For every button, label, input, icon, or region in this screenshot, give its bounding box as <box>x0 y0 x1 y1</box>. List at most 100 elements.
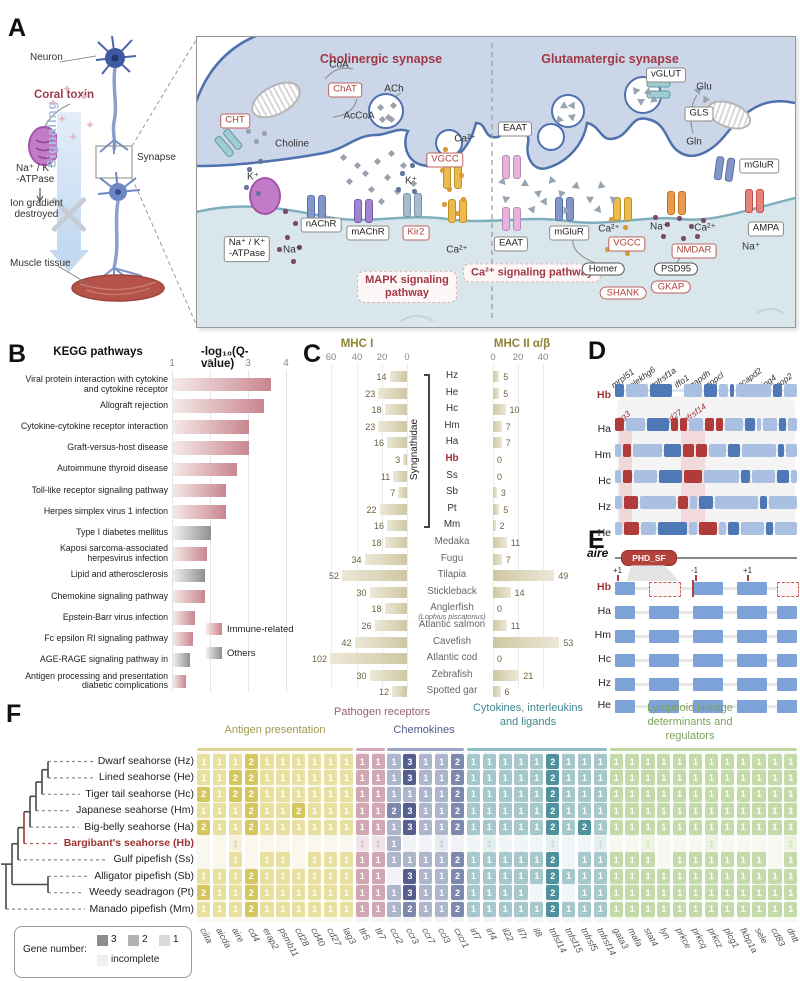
axis-gridline <box>407 364 408 690</box>
gene-count-cell: 1 <box>387 819 401 835</box>
species-name: He <box>445 386 459 398</box>
ion-dot-icon <box>677 216 682 221</box>
mhc1-bar <box>393 470 407 482</box>
gene-count-cell: 2 <box>546 770 560 786</box>
panel-a-label: Ion gradient destroyed <box>10 198 63 220</box>
gene-count-cell: 1 <box>355 803 369 819</box>
gene-count-cell: 1 <box>657 770 671 786</box>
mhc2-bar <box>493 420 502 432</box>
mhc1-value: 23 <box>365 421 376 432</box>
ach-molecule-icon <box>361 169 370 178</box>
gene-count-cell: 1 <box>768 803 782 819</box>
gene-count-cell: 1 <box>530 819 544 835</box>
axis-tick-label: 40 <box>351 352 363 363</box>
mhc2-bar <box>493 404 506 416</box>
gene-count-cell: 1 <box>339 803 354 819</box>
mhc2-bar <box>493 669 520 681</box>
gene-count-cell: 1 <box>323 868 338 884</box>
ion-dot-icon <box>262 131 267 136</box>
gene-segment <box>689 418 703 431</box>
gene-count-cell: 1 <box>704 754 719 769</box>
gene-column-label: tlr7 <box>372 926 388 942</box>
gene-count-cell: 1 <box>609 852 623 868</box>
pathway-bar <box>172 505 226 519</box>
toxin-arrow <box>43 103 71 129</box>
synteny-row <box>615 384 797 397</box>
gene-count-cell: 1 <box>641 852 655 868</box>
species-row-label: Weedy seadragon (Pt) <box>89 886 194 899</box>
species-label: Fugu <box>410 553 494 564</box>
gene-count-cell: 1 <box>419 786 433 802</box>
gene-count-cell: 1 <box>593 754 607 769</box>
gene-segment <box>709 444 727 457</box>
mhc1-bar <box>387 520 407 532</box>
ion-dot-icon <box>701 218 706 223</box>
membrane-channel-icon <box>745 189 764 213</box>
synteny-row-label: Hb <box>597 389 611 401</box>
gene-segment <box>773 384 782 397</box>
membrane-channel-icon <box>555 197 574 221</box>
gene-count-cell: 1 <box>371 868 385 884</box>
gene-count-cell: 2 <box>450 803 465 819</box>
gene-number-legend: Gene number: 3 2 1 incomplete <box>14 926 192 978</box>
mhc1-bar <box>369 586 407 598</box>
gene-count-cell: 1 <box>371 836 385 851</box>
gene-count-cell: 1 <box>688 885 703 901</box>
gene-count-cell: 1 <box>530 786 544 802</box>
gene-count-cell: 1 <box>482 819 496 835</box>
gene-count-cell: 1 <box>641 770 655 786</box>
gene-count-cell: 1 <box>355 852 369 868</box>
channel-bar <box>318 195 326 219</box>
gene-count-cell: 1 <box>260 786 274 802</box>
gene-count-cell: 1 <box>498 819 512 835</box>
gene-column-label: il8 <box>531 926 545 939</box>
ion-dot-icon <box>410 163 415 168</box>
gene-count-cell: 1 <box>784 852 798 868</box>
gene-count-cell: 1 <box>355 836 369 851</box>
mhc1-value: 18 <box>371 604 382 615</box>
gene-count-cell: 1 <box>752 885 766 901</box>
gene-count-cell: 2 <box>546 803 560 819</box>
gene-segment <box>777 444 784 457</box>
pathway-label: Epstein-Barr virus infection <box>10 607 168 628</box>
ion-dot-icon <box>625 251 630 256</box>
synapse-label: Ca²⁺ <box>454 133 476 145</box>
exon-box <box>693 582 723 595</box>
pathway-label-line: AGE-RAGE signaling pathway in <box>39 654 168 665</box>
gene-count-cell: 1 <box>625 901 639 917</box>
species-name: Ha <box>445 436 459 448</box>
pathway-bar <box>172 589 205 604</box>
exon-row-label: Hm <box>594 629 611 641</box>
gene-column-label: lag3 <box>340 926 358 946</box>
gene-count-cell: 1 <box>482 786 496 802</box>
legend-count-label: 3 <box>111 934 117 945</box>
pathway-bar <box>172 674 186 689</box>
phd-sf-domain: PHD_SF <box>621 550 677 566</box>
gene-count-cell: 1 <box>292 868 306 884</box>
exon-box <box>737 654 767 667</box>
synapse-label: Kir2 <box>402 225 430 241</box>
gene-count-cell: 1 <box>562 901 576 917</box>
gene-count-cell: 1 <box>625 803 639 819</box>
mhc2-bar <box>493 371 500 382</box>
gene-count-cell: 2 <box>450 885 465 901</box>
gene-segment <box>615 496 623 509</box>
ion-dot-icon <box>440 168 445 173</box>
ion-dot-icon <box>605 247 610 252</box>
gene-count-cell: 1 <box>308 803 322 819</box>
ach-molecule-icon <box>377 197 386 206</box>
gene-count-cell: 1 <box>577 786 592 802</box>
channel-bar <box>513 155 521 179</box>
gene-count-cell: 1 <box>577 852 592 868</box>
gene-count-cell: 1 <box>371 885 385 901</box>
gene-count-cell: 1 <box>657 885 671 901</box>
gene-segment <box>728 522 740 535</box>
gene-count-cell: 1 <box>641 819 655 835</box>
pathway-bar <box>172 483 226 498</box>
legend-count-label: 1 <box>173 934 179 945</box>
gene-segment <box>787 418 797 431</box>
axis-tick-label: 60 <box>325 352 337 363</box>
gene-count-cell: 1 <box>736 754 750 769</box>
gene-count-cell: 1 <box>228 868 242 884</box>
gene-count-cell: 1 <box>260 803 274 819</box>
